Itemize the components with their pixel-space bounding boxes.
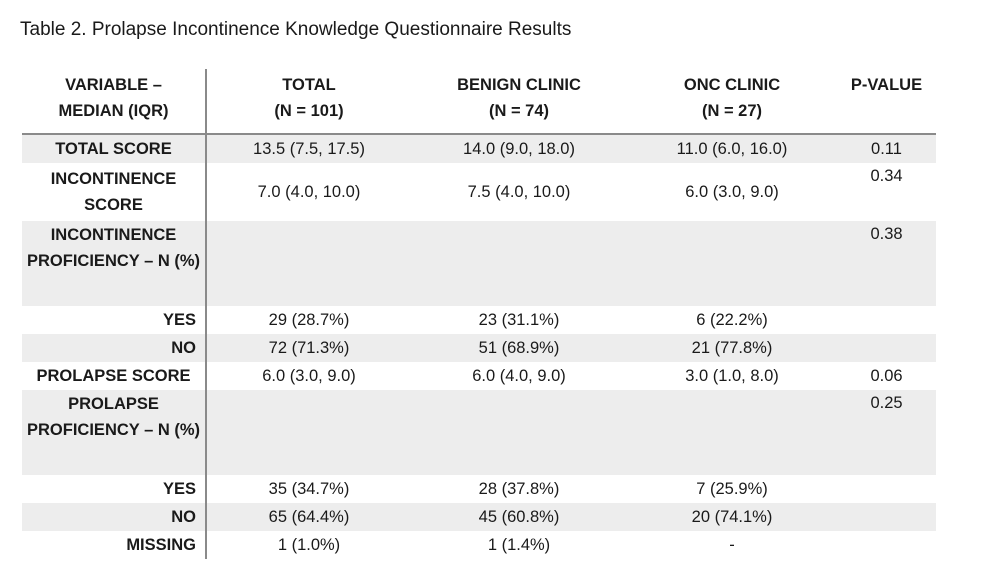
row-label: PROLAPSE PROFICIENCY – N (%) xyxy=(22,390,207,475)
cell-benign: 28 (37.8%) xyxy=(478,480,560,498)
cell-onc: 21 (77.8%) xyxy=(627,334,837,362)
cell-total: 7.0 (4.0, 10.0) xyxy=(257,183,361,201)
row-label: YES xyxy=(22,306,207,334)
cell-onc: 3.0 (1.0, 8.0) xyxy=(685,367,779,385)
header-benign-clinic: BENIGN CLINIC (N = 74) xyxy=(411,69,627,135)
cell-p-value xyxy=(837,306,936,334)
header-variable: VARIABLE – MEDIAN (IQR) xyxy=(22,69,207,135)
table-row: TOTAL SCORE 13.5 (7.5, 17.5) 14.0 (9.0, … xyxy=(22,134,936,163)
table-caption: Table 2. Prolapse Incontinence Knowledge… xyxy=(20,19,572,40)
cell-p-value: 0.34 xyxy=(870,167,903,185)
row-label: NO xyxy=(22,334,207,362)
row-label: MISSING xyxy=(22,531,207,559)
cell-onc: - xyxy=(729,536,735,554)
header-row: VARIABLE – MEDIAN (IQR) TOTAL (N = 101) BE… xyxy=(22,69,936,135)
table-row: YES 35 (34.7%) 28 (37.8%) 7 (25.9%) xyxy=(22,475,936,503)
cell-p-value: 0.38 xyxy=(837,221,936,306)
cell-total: 65 (64.4%) xyxy=(206,503,411,531)
table-row: PROLAPSE PROFICIENCY – N (%) 0.25 xyxy=(22,390,936,475)
header-total: TOTAL (N = 101) xyxy=(206,69,411,135)
table-row: MISSING 1 (1.0%) 1 (1.4%) - xyxy=(22,531,936,559)
row-label: INCONTINENCE SCORE xyxy=(22,163,207,221)
cell-onc: 11.0 (6.0, 16.0) xyxy=(627,134,837,163)
cell-total: 72 (71.3%) xyxy=(206,334,411,362)
cell-p-value: 0.25 xyxy=(837,390,936,475)
cell-p-value xyxy=(837,334,936,362)
cell-total: 29 (28.7%) xyxy=(268,311,350,329)
cell-onc xyxy=(627,390,837,475)
cell-total: 6.0 (3.0, 9.0) xyxy=(262,367,356,385)
table-row: NO 72 (71.3%) 51 (68.9%) 21 (77.8%) xyxy=(22,334,936,362)
cell-onc: 6 (22.2%) xyxy=(696,311,768,329)
cell-benign: 6.0 (4.0, 9.0) xyxy=(472,367,566,385)
cell-benign xyxy=(411,221,627,306)
row-label: NO xyxy=(22,503,207,531)
cell-p-value xyxy=(837,531,936,559)
cell-benign: 23 (31.1%) xyxy=(478,311,560,329)
row-label: TOTAL SCORE xyxy=(22,134,207,163)
header-onc-clinic: ONC CLINIC (N = 27) xyxy=(627,69,837,135)
cell-benign: 14.0 (9.0, 18.0) xyxy=(411,134,627,163)
cell-p-value: 0.11 xyxy=(837,134,936,163)
table-row: INCONTINENCE PROFICIENCY – N (%) 0.38 xyxy=(22,221,936,306)
cell-p-value: 0.06 xyxy=(870,367,903,385)
table-row: PROLAPSE SCORE 6.0 (3.0, 9.0) 6.0 (4.0, … xyxy=(22,362,936,390)
cell-benign: 7.5 (4.0, 10.0) xyxy=(467,183,571,201)
cell-p-value xyxy=(837,475,936,503)
row-label: PROLAPSE SCORE xyxy=(22,362,207,390)
row-label: INCONTINENCE PROFICIENCY – N (%) xyxy=(22,221,207,306)
results-table: VARIABLE – MEDIAN (IQR) TOTAL (N = 101) BE… xyxy=(22,69,936,559)
table-row: YES 29 (28.7%) 23 (31.1%) 6 (22.2%) xyxy=(22,306,936,334)
cell-total xyxy=(206,390,411,475)
cell-benign: 1 (1.4%) xyxy=(487,536,551,554)
cell-onc: 6.0 (3.0, 9.0) xyxy=(685,183,779,201)
table-row: NO 65 (64.4%) 45 (60.8%) 20 (74.1%) xyxy=(22,503,936,531)
cell-benign xyxy=(411,390,627,475)
cell-total xyxy=(206,221,411,306)
row-label: YES xyxy=(22,475,207,503)
cell-p-value xyxy=(837,503,936,531)
header-p-value: P-VALUE xyxy=(837,69,936,135)
cell-total: 13.5 (7.5, 17.5) xyxy=(206,134,411,163)
table-row: INCONTINENCE SCORE 7.0 (4.0, 10.0) 7.5 (… xyxy=(22,163,936,221)
cell-total: 35 (34.7%) xyxy=(268,480,350,498)
cell-total: 1 (1.0%) xyxy=(277,536,341,554)
cell-benign: 51 (68.9%) xyxy=(411,334,627,362)
cell-onc: 20 (74.1%) xyxy=(627,503,837,531)
cell-benign: 45 (60.8%) xyxy=(411,503,627,531)
cell-onc xyxy=(627,221,837,306)
cell-onc: 7 (25.9%) xyxy=(696,480,768,498)
